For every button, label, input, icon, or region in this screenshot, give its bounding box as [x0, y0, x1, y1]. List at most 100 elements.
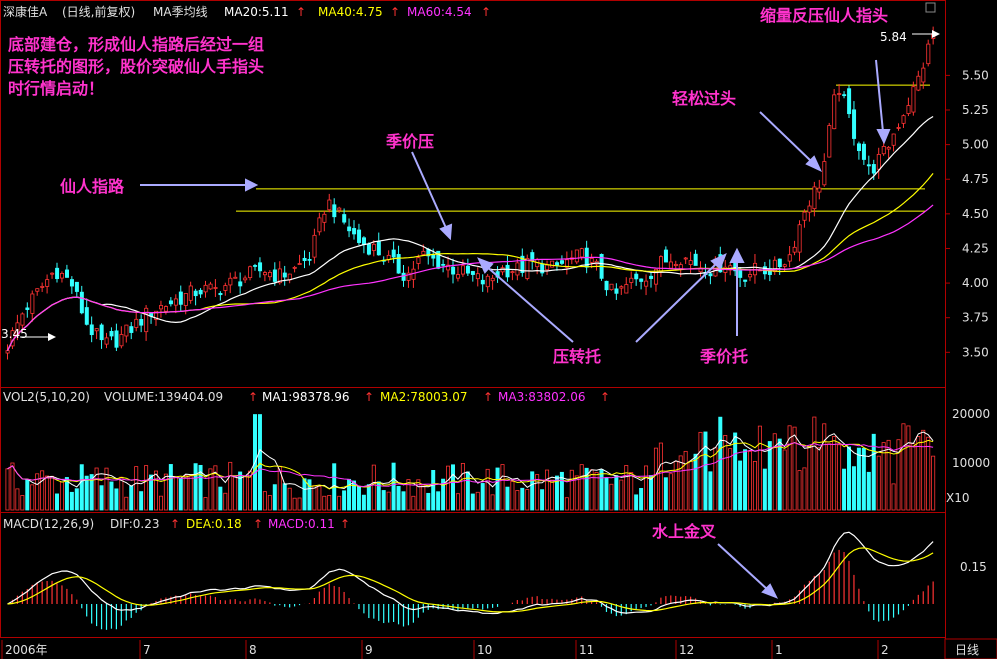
price-tick-label: 4.00 — [962, 276, 989, 290]
vol-ma3-arrow: ↑ — [600, 390, 610, 404]
volume-bar — [89, 474, 94, 511]
volume-bar — [257, 414, 262, 511]
arrow-qingsong — [759, 111, 813, 163]
volume-bar — [470, 493, 475, 511]
volume-bar — [510, 480, 515, 511]
candle-down — [258, 262, 263, 272]
candle-down — [391, 249, 396, 258]
period-button[interactable] — [944, 638, 997, 659]
candle-down — [129, 326, 134, 333]
volume-bar — [525, 489, 530, 511]
ma20-arrow: ↑ — [296, 5, 306, 19]
volume-bar — [287, 487, 292, 511]
volume-bar — [500, 464, 505, 511]
volume-bar — [183, 475, 188, 511]
candle-up — [678, 264, 683, 270]
volume-bar — [267, 495, 272, 511]
volume-bar — [436, 491, 441, 511]
volume-bar — [272, 484, 277, 511]
volume-bar — [50, 475, 55, 511]
candle-down — [614, 288, 619, 294]
candle-up — [753, 262, 758, 276]
candle-up — [173, 298, 178, 306]
arrow-yazhuantuo-left — [485, 265, 574, 343]
candle-up — [20, 313, 25, 326]
candle-up — [317, 217, 322, 233]
vol-title: VOL2(5,10,20) — [3, 390, 90, 404]
candle-up — [545, 264, 550, 271]
arrowhead-qingsong — [805, 155, 823, 173]
candle-up — [688, 260, 693, 265]
candle-up — [802, 211, 807, 221]
ann-suoliang: 缩量反压仙人指头 — [760, 6, 888, 25]
volume-bar — [886, 439, 891, 511]
volume-bar — [663, 477, 668, 511]
candle-down — [693, 253, 698, 266]
candle-up — [30, 293, 35, 314]
volume-bar — [356, 485, 361, 511]
volume-bar — [718, 416, 723, 511]
candle-up — [421, 250, 426, 255]
candle-down — [555, 262, 560, 266]
intro-line-2: 压转托的图形，股价突破仙人手指头 — [8, 57, 264, 76]
volume-bar — [772, 433, 777, 511]
volume-bar — [307, 479, 312, 511]
candle-down — [352, 228, 357, 235]
volume-bar — [109, 481, 114, 511]
volume-bar — [762, 468, 767, 511]
candle-up — [243, 277, 248, 281]
candle-up — [624, 284, 629, 294]
candle-up — [262, 272, 267, 276]
volume-bar — [594, 471, 599, 511]
candle-up — [574, 249, 579, 263]
candle-down — [857, 143, 862, 152]
volume-bar — [153, 470, 158, 511]
candle-down — [332, 204, 337, 218]
dif-line — [7, 531, 934, 615]
intro-line-1: 底部建仓，形成仙人指路后经过一组 — [8, 35, 264, 54]
dea-line — [7, 547, 934, 613]
candle-up — [911, 86, 916, 113]
volume-bar — [688, 460, 693, 511]
candle-up — [485, 275, 490, 288]
volume-bar — [673, 461, 678, 511]
candle-down — [109, 331, 114, 337]
macd-dif-arrow: ↑ — [170, 517, 180, 531]
volume-bar — [708, 471, 713, 511]
period-label[interactable]: 日线 — [955, 643, 979, 657]
candle-down — [777, 258, 782, 268]
volume-bar — [213, 465, 218, 511]
volume-bar — [713, 447, 718, 511]
candle-up — [886, 146, 891, 150]
candle-up — [446, 264, 451, 271]
volume-bar — [55, 493, 60, 511]
annotations: 底部建仓，形成仙人指路后经过一组 压转托的图形，股价突破仙人手指头 时行情启动！… — [1, 6, 907, 541]
candle-up — [183, 293, 188, 306]
candle-up — [822, 161, 827, 186]
candlesticks — [5, 26, 936, 360]
candle-down — [114, 330, 119, 348]
volume-bar — [822, 423, 827, 511]
macd-lines — [7, 531, 934, 615]
arrowhead-xianren — [245, 178, 259, 192]
candle-down — [847, 88, 852, 115]
volume-bar — [168, 464, 173, 511]
candle-down — [361, 237, 366, 245]
candle-up — [787, 254, 792, 262]
restore-icon[interactable] — [925, 2, 936, 13]
candle-up — [267, 272, 272, 278]
high-price-label: 5.84 — [880, 30, 907, 44]
volume-bar — [228, 461, 233, 511]
volume-bar — [505, 486, 510, 511]
candle-up — [40, 285, 45, 288]
volume-bar — [757, 425, 762, 511]
candle-up — [5, 350, 10, 354]
candle-down — [743, 279, 748, 282]
volume-bar — [426, 492, 431, 511]
arrowhead-jijiatuo — [729, 247, 745, 263]
candle-down — [604, 280, 609, 291]
vol-ma3: MA3:83802.06 — [498, 390, 586, 404]
candle-up — [104, 337, 109, 345]
macd-title: MACD(12,26,9) — [3, 517, 94, 531]
volume-bar — [218, 486, 223, 511]
